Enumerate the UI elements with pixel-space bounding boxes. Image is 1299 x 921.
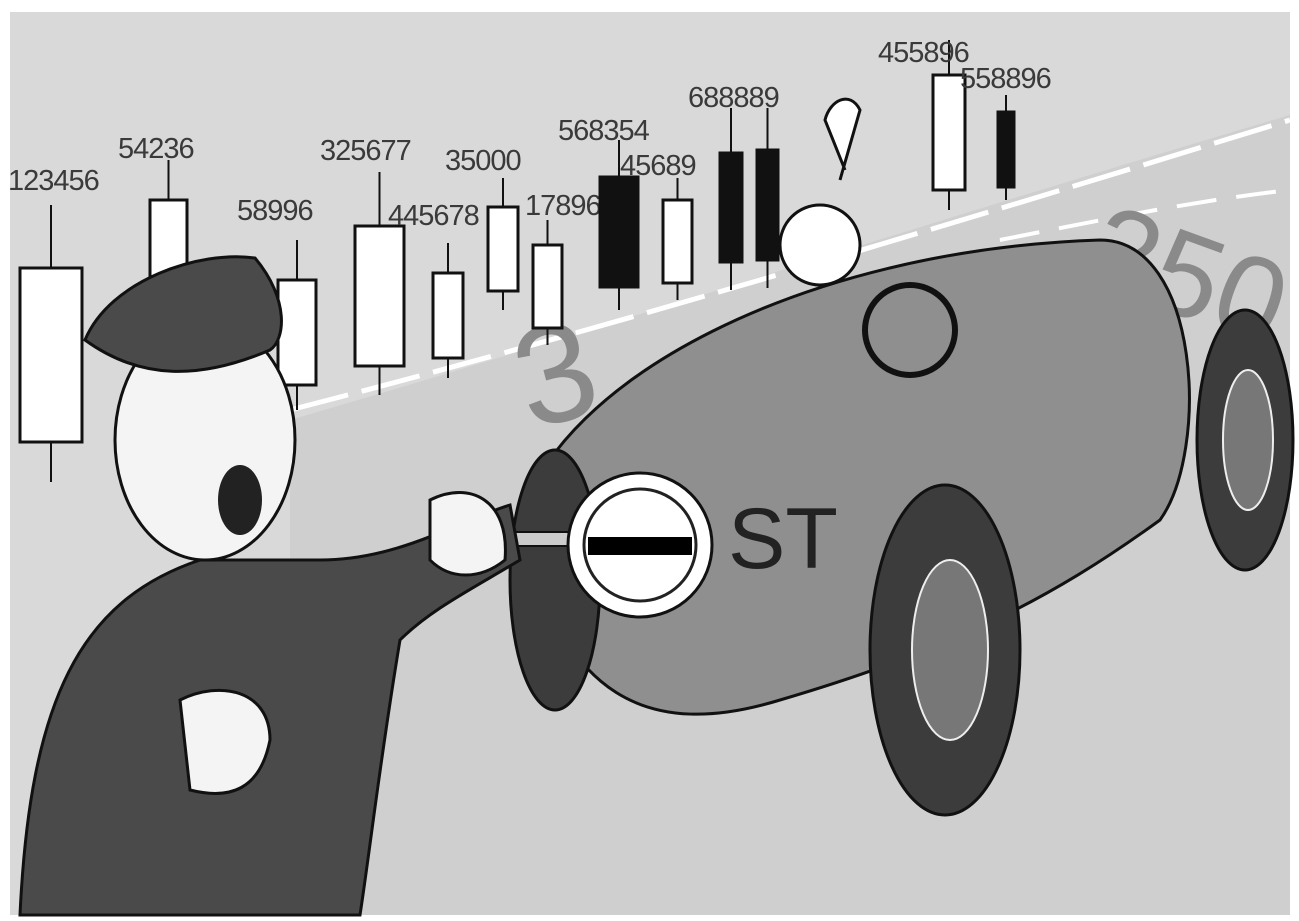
candle-body	[20, 268, 82, 442]
mouth	[218, 465, 262, 535]
candle-label: 558896	[960, 63, 1051, 95]
candle-body	[533, 245, 562, 328]
candle-label: 58996	[237, 195, 313, 227]
candle-body	[663, 200, 692, 283]
hub	[1223, 370, 1273, 510]
candle-body	[278, 280, 316, 385]
candle-body	[998, 112, 1014, 187]
candle-body	[488, 207, 518, 291]
sign-text: ST	[728, 491, 838, 587]
candle-body	[757, 150, 778, 260]
candle-label: 455896	[878, 37, 969, 69]
sign-bar	[588, 537, 692, 555]
candle-body	[433, 273, 463, 358]
page: 3 250 1234565423658996325677445678350001…	[0, 0, 1299, 921]
candle-label: 445678	[388, 200, 479, 232]
candle-label: 17896	[525, 190, 601, 222]
candle-label: 35000	[445, 145, 521, 177]
candle-label: 568354	[558, 115, 650, 147]
candle-body	[600, 177, 638, 287]
hub	[912, 560, 988, 740]
candle-body	[355, 226, 404, 366]
cartoon: 3 250 1234565423658996325677445678350001…	[0, 0, 1299, 921]
candle-label: 688889	[688, 82, 779, 114]
driver-head	[780, 205, 860, 285]
candle-label: 54236	[118, 133, 194, 165]
candle-label: 123456	[8, 165, 99, 197]
candle-body	[720, 153, 742, 262]
candle-label: 325677	[320, 135, 411, 167]
candle-label: 45689	[620, 150, 696, 182]
